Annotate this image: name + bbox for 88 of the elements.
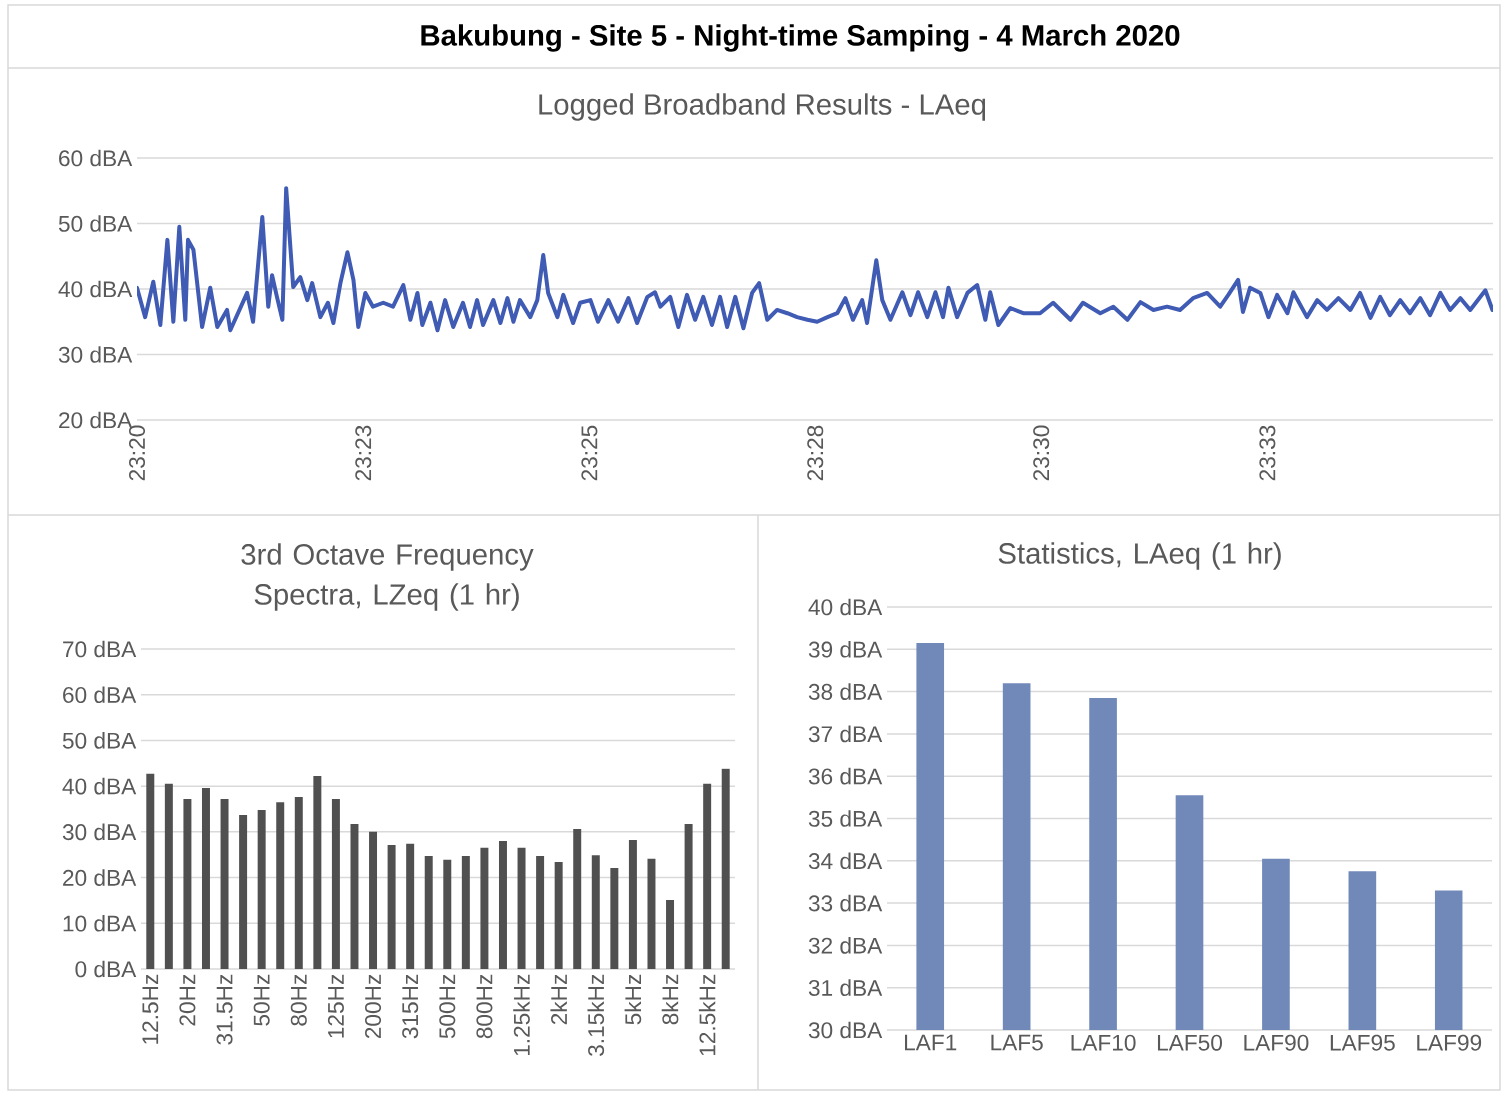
bar (313, 776, 322, 969)
bar (350, 824, 359, 969)
y-tick-label: 35 dBA (808, 810, 883, 827)
bar (183, 798, 192, 969)
y-tick-label: 36 dBA (808, 767, 883, 785)
bar (573, 829, 582, 969)
chart-title: Bakubung - Site 5 - Night-time Samping - 4 March 2020 (421, 24, 1180, 52)
x-tick-label: LAF50 (1157, 1034, 1223, 1051)
y-tick-label: 20 dBA (63, 869, 137, 886)
bar (294, 797, 303, 969)
bar (461, 856, 470, 969)
bar (443, 859, 452, 969)
bar (331, 798, 340, 969)
y-tick-label: 60 dBA (59, 149, 133, 167)
y-tick-label: 32 dBA (808, 937, 883, 954)
x-tick-label: LAF95 (1330, 1034, 1395, 1051)
bar (628, 840, 637, 969)
bar (406, 843, 415, 969)
x-tick-label: 12.5kHz (698, 974, 716, 1056)
y-tick-label: 50 dBA (62, 732, 137, 749)
x-tick-label: 800Hz (476, 974, 493, 1039)
x-tick-label: 23:25 (581, 425, 598, 481)
x-tick-label: LAF10 (1071, 1034, 1136, 1051)
bar (703, 783, 712, 969)
y-tick-label: 10 dBA (63, 914, 137, 932)
y-tick-label: 70 dBA (63, 640, 137, 658)
bar (424, 856, 433, 969)
x-tick-label: 23:23 (355, 425, 372, 481)
y-tick-label: 40 dBA (62, 777, 137, 795)
y-tick-label: 31 dBA (808, 979, 883, 997)
x-tick-label: LAF1 (904, 1034, 957, 1051)
chart-subtitle: Logged Broadband Results - LAeq (539, 93, 986, 121)
x-tick-label: LAF90 (1244, 1034, 1309, 1051)
bar (498, 840, 507, 969)
bar (517, 847, 526, 969)
bar (201, 787, 210, 969)
y-tick-label: 38 dBA (808, 683, 883, 700)
y-tick-label: 60 dBA (63, 686, 137, 704)
x-tick-label: 315Hz (402, 974, 419, 1039)
y-tick-label: 37 dBA (808, 725, 883, 743)
bar (164, 783, 173, 969)
y-tick-label: 40 dBA (58, 280, 133, 298)
chart-title: Statistics, LAeq (1 hr) (998, 542, 1281, 570)
y-tick-label: 34 dBA (808, 852, 883, 870)
y-tick-label: 50 dBA (58, 215, 133, 232)
bar (257, 809, 266, 969)
y-tick-label: 39 dBA (808, 640, 883, 658)
bar (146, 773, 155, 969)
bar (554, 862, 563, 969)
bar (369, 831, 378, 969)
y-tick-label: 33 dBA (808, 894, 883, 912)
x-tick-label: 23:28 (807, 425, 824, 481)
x-tick-label: 500Hz (439, 974, 456, 1039)
x-tick-label: LAF5 (991, 1034, 1043, 1051)
bar (480, 847, 489, 969)
bar (647, 858, 656, 969)
x-tick-label: 20Hz (179, 974, 196, 1026)
bar (610, 867, 619, 969)
x-tick-label: 5kHz (624, 974, 642, 1025)
x-tick-label: 200Hz (365, 974, 382, 1039)
x-tick-label: 125Hz (327, 974, 344, 1038)
bar (239, 814, 248, 969)
x-tick-label: 50Hz (253, 974, 270, 1026)
x-tick-label: LAF99 (1417, 1034, 1482, 1051)
x-tick-label: 3.15kHz (587, 974, 605, 1056)
line-series (137, 186, 1493, 333)
x-tick-label: 8kHz (661, 974, 679, 1025)
y-tick-label: 40 dBA (808, 598, 883, 616)
bar (220, 798, 229, 969)
x-tick-label: 12.5Hz (142, 974, 159, 1044)
bar (536, 856, 545, 969)
bar (276, 802, 285, 969)
x-tick-label: 80Hz (290, 974, 307, 1026)
x-tick-label: 1.25kHz (513, 974, 530, 1056)
x-tick-label: 2kHz (550, 974, 567, 1025)
bar (591, 855, 600, 969)
bar (684, 824, 693, 969)
y-tick-label: 30 dBA (62, 823, 137, 841)
bar (721, 768, 730, 969)
y-tick-label: 30 dBA (58, 346, 133, 363)
chart-title: 3rd Octave Frequency Spectra, LZeq (1 hr) (241, 543, 534, 611)
y-tick-label: 0 dBA (75, 960, 137, 978)
x-tick-label: 31.5Hz (216, 974, 233, 1045)
y-tick-label: 30 dBA (808, 1021, 883, 1039)
bar (666, 899, 675, 969)
x-tick-label: 23:33 (1259, 425, 1276, 481)
x-tick-label: 23:30 (1033, 425, 1050, 481)
bar (387, 845, 396, 969)
